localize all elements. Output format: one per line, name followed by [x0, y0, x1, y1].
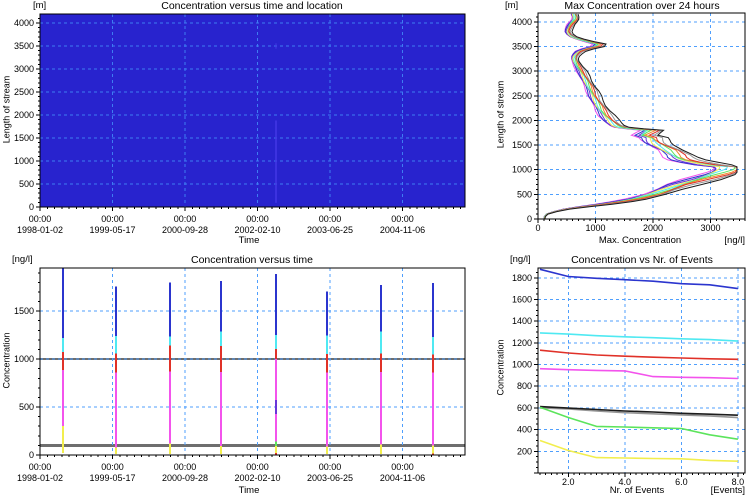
svg-text:1200: 1200	[512, 338, 532, 348]
svg-text:1400: 1400	[512, 316, 532, 326]
svg-text:800: 800	[517, 381, 532, 391]
svg-text:3500: 3500	[512, 42, 532, 52]
svg-text:2004-11-06: 2004-11-06	[380, 225, 425, 235]
svg-text:2500: 2500	[512, 91, 532, 101]
svg-text:2000: 2000	[643, 223, 663, 233]
chart-max-concentration-profile: 0 500 1000 1500 2000 2500 3000 3500 4000 0 1000 200…	[512, 12, 746, 233]
svg-text:4000: 4000	[512, 17, 532, 27]
svg-text:00:00: 00:00	[174, 462, 197, 472]
svg-text:6.0: 6.0	[675, 477, 688, 487]
chart0-y-unit: [m]	[33, 0, 47, 11]
svg-text:1000: 1000	[512, 360, 532, 370]
chart1-xlabel: Max. Concentration	[598, 235, 682, 246]
svg-text:4.0: 4.0	[619, 477, 632, 487]
chart1-ylabel: Length of stream	[495, 80, 506, 149]
svg-text:0: 0	[29, 450, 34, 460]
svg-text:2002-02-10: 2002-02-10	[234, 473, 280, 483]
svg-text:1998-01-02: 1998-01-02	[17, 225, 63, 235]
svg-text:00:00: 00:00	[174, 214, 197, 224]
svg-text:1000: 1000	[14, 156, 34, 166]
svg-text:00:00: 00:00	[101, 462, 124, 472]
svg-text:00:00: 00:00	[101, 214, 124, 224]
svg-text:1999-05-17: 1999-05-17	[89, 225, 135, 235]
chart2-y-unit: [ng/l]	[12, 254, 33, 265]
svg-text:2500: 2500	[14, 87, 34, 97]
chart2-ylabel: Concentration	[1, 332, 12, 389]
svg-text:2000: 2000	[512, 115, 532, 125]
svg-text:00:00: 00:00	[29, 214, 52, 224]
chart-concentration-time-location: 0500100015002000250030003500400000:00199…	[14, 13, 466, 235]
svg-text:00:00: 00:00	[391, 214, 414, 224]
svg-text:1500: 1500	[14, 133, 34, 143]
svg-text:500: 500	[517, 189, 532, 199]
svg-text:2000-09-28: 2000-09-28	[162, 473, 208, 483]
svg-text:0: 0	[527, 214, 532, 224]
chart0-xlabel: Time	[238, 235, 260, 246]
svg-text:00:00: 00:00	[29, 462, 52, 472]
chart3-xlabel: Nr. of Events	[609, 485, 665, 496]
svg-text:3500: 3500	[14, 41, 34, 51]
svg-text:00:00: 00:00	[319, 214, 342, 224]
svg-text:1500: 1500	[512, 140, 532, 150]
svg-text:500: 500	[19, 402, 34, 412]
svg-text:600: 600	[517, 403, 532, 413]
chart3-ylabel: Concentration	[495, 339, 506, 396]
svg-text:00:00: 00:00	[319, 462, 342, 472]
svg-text:1999-05-17: 1999-05-17	[89, 473, 135, 483]
svg-text:1800: 1800	[512, 273, 532, 283]
svg-text:00:00: 00:00	[246, 214, 269, 224]
svg-text:500: 500	[19, 179, 34, 189]
svg-text:1500: 1500	[14, 306, 34, 316]
svg-text:2000: 2000	[14, 110, 34, 120]
chart1-title: Max Concentration over 24 hours	[564, 0, 720, 12]
svg-text:4000: 4000	[14, 18, 34, 28]
svg-text:1000: 1000	[585, 223, 605, 233]
svg-text:00:00: 00:00	[391, 462, 414, 472]
svg-text:200: 200	[517, 446, 532, 456]
svg-text:2003-06-25: 2003-06-25	[307, 473, 353, 483]
svg-text:2000-09-28: 2000-09-28	[162, 225, 208, 235]
svg-text:0: 0	[29, 202, 34, 212]
svg-text:00:00: 00:00	[246, 462, 269, 472]
svg-text:3000: 3000	[700, 223, 720, 233]
svg-text:1600: 1600	[512, 294, 532, 304]
chart3-title: Concentration vs Nr. of Events	[571, 254, 713, 266]
chart3-x-unit: [Events]	[710, 485, 745, 496]
chart-concentration-vs-events: 200 400 600 800 1000 1200 1400 1600 1800 2.0 4.0 6.…	[512, 267, 746, 487]
chart-concentration-time: 05001000150000:001998-01-0200:001999-05-…	[14, 267, 466, 483]
svg-text:0: 0	[535, 223, 540, 233]
chart0-ylabel: Length of stream	[1, 75, 12, 144]
svg-text:400: 400	[517, 425, 532, 435]
svg-text:2002-02-10: 2002-02-10	[234, 225, 280, 235]
svg-text:1000: 1000	[14, 354, 34, 364]
svg-text:2003-06-25: 2003-06-25	[307, 225, 353, 235]
svg-text:8.0: 8.0	[732, 477, 745, 487]
svg-text:1000: 1000	[512, 165, 532, 175]
svg-text:1998-01-02: 1998-01-02	[17, 473, 63, 483]
chart3-y-unit: [ng/l]	[510, 254, 531, 265]
svg-text:2004-11-06: 2004-11-06	[380, 473, 425, 483]
chart1-x-unit: [ng/l]	[724, 235, 745, 246]
chart2-xlabel: Time	[238, 485, 260, 496]
chart0-title: Concentration versus time and location	[161, 0, 343, 12]
svg-text:3000: 3000	[512, 66, 532, 76]
chart1-y-unit: [m]	[505, 0, 519, 11]
svg-text:2.0: 2.0	[562, 477, 575, 487]
chart2-title: Concentration versus time	[191, 254, 313, 266]
svg-text:3000: 3000	[14, 64, 34, 74]
